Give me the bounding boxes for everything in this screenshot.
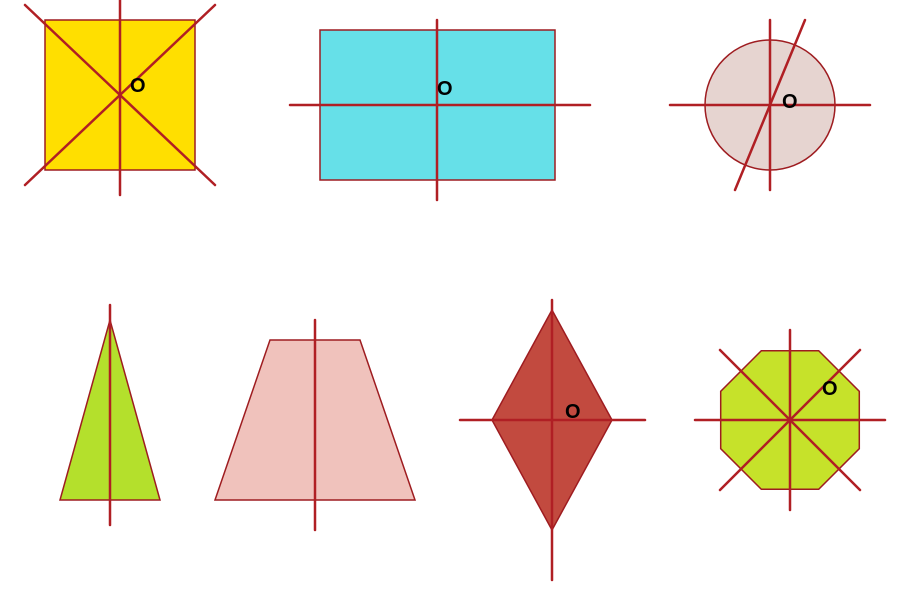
center-label: O xyxy=(782,91,798,113)
center-label: O xyxy=(822,378,838,400)
center-label: O xyxy=(565,401,581,423)
center-label: O xyxy=(437,78,453,100)
center-label: O xyxy=(130,75,146,97)
shapes-diagram: O O O O O xyxy=(0,0,918,591)
